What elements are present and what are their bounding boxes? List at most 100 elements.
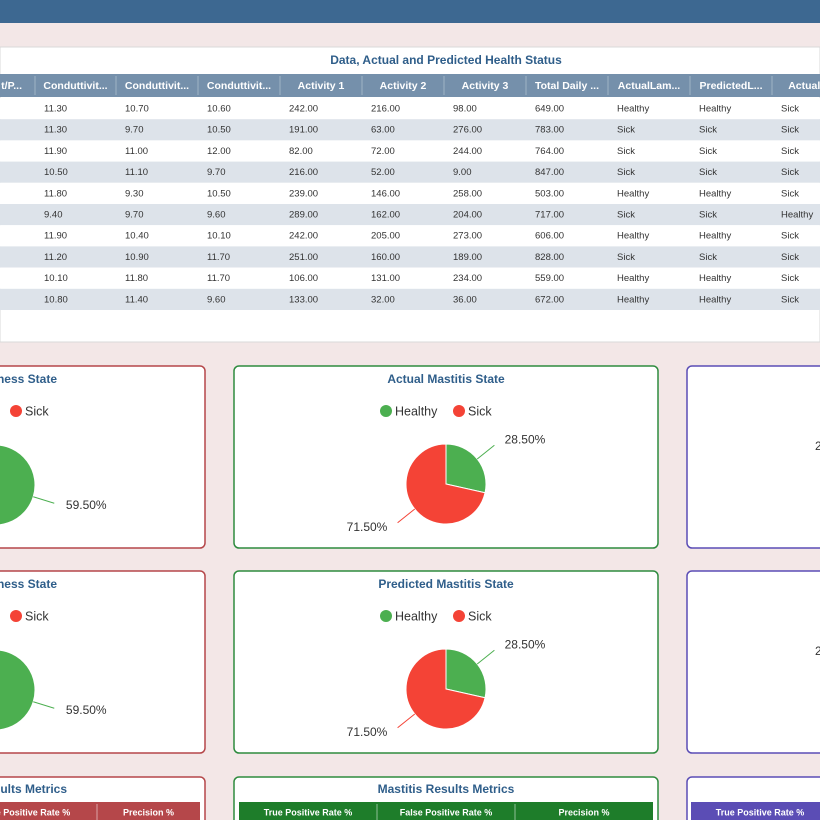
table-cell: 11.70 xyxy=(207,252,230,263)
metrics-header xyxy=(691,802,820,820)
table-cell: Sick xyxy=(617,167,635,178)
table-cell: 11.20 xyxy=(44,252,67,263)
pie-slice xyxy=(0,649,36,731)
table-cell: 52.00 xyxy=(371,167,395,178)
metrics-column-header: True Positive Rate % xyxy=(716,807,805,817)
panel-title: peness State xyxy=(0,577,57,591)
table-row xyxy=(0,288,820,310)
table-cell: 11.90 xyxy=(44,231,67,242)
table-cell: Healthy xyxy=(617,273,649,284)
table-cell: 162.00 xyxy=(371,210,400,221)
column-header: Conduttivit... xyxy=(125,80,189,92)
table-cell: 32.00 xyxy=(371,294,395,305)
table-cell: 9.60 xyxy=(207,294,226,305)
metrics-column-header: Precision % xyxy=(558,807,609,817)
table-cell: 764.00 xyxy=(535,146,564,157)
slice-label: 2 xyxy=(815,644,820,658)
table-cell: 160.00 xyxy=(371,252,400,263)
table-cell: Sick xyxy=(699,210,717,221)
chart-panel xyxy=(0,570,206,754)
table-cell: 10.10 xyxy=(44,273,68,284)
table-cell: Sick xyxy=(781,294,799,305)
table-cell: 258.00 xyxy=(453,188,482,199)
table-cell: 10.60 xyxy=(207,104,231,115)
table-cell: 11.00 xyxy=(125,146,148,157)
table-cell: Healthy xyxy=(699,231,731,242)
table-cell: 133.00 xyxy=(289,294,318,305)
table-cell: Healthy xyxy=(617,188,649,199)
table-cell: 242.00 xyxy=(289,231,318,242)
table-cell: Sick xyxy=(617,252,635,263)
column-header: Conduttivit... xyxy=(43,80,107,92)
legend-marker xyxy=(380,610,392,622)
table-cell: Healthy xyxy=(617,104,649,115)
table-row xyxy=(0,98,820,120)
table-cell: 191.00 xyxy=(289,125,318,136)
chart-panel xyxy=(686,570,820,754)
table-cell: 9.00 xyxy=(453,167,472,178)
legend-marker xyxy=(10,405,22,417)
panel-title: Actual Mastitis State xyxy=(387,372,505,386)
table-cell: 783.00 xyxy=(535,125,564,136)
table-cell: Sick xyxy=(781,125,799,136)
column-header: PredictedL... xyxy=(699,80,762,92)
chart-panel xyxy=(0,365,206,549)
table-cell: 847.00 xyxy=(535,167,564,178)
table-cell: Healthy xyxy=(699,188,731,199)
table-cell: 10.50 xyxy=(207,188,231,199)
table-cell: 10.80 xyxy=(44,294,68,305)
table-cell: 10.10 xyxy=(207,231,231,242)
table-cell: 10.50 xyxy=(44,167,68,178)
legend-marker xyxy=(453,405,465,417)
table-cell: Sick xyxy=(781,146,799,157)
leader-line xyxy=(476,444,495,460)
leader-line xyxy=(397,713,416,729)
slice-label: 71.50% xyxy=(347,520,388,534)
table-cell: 106.00 xyxy=(289,273,318,284)
table-cell: 98.00 xyxy=(453,104,477,115)
table-cell: 216.00 xyxy=(371,104,400,115)
slice-label: 71.50% xyxy=(347,725,388,739)
table-cell: 717.00 xyxy=(535,210,564,221)
table-cell: 36.00 xyxy=(453,294,477,305)
pie-slice xyxy=(405,648,486,730)
table-cell: 12.00 xyxy=(207,146,231,157)
table-cell: 234.00 xyxy=(453,273,482,284)
leader-line xyxy=(33,496,55,504)
table-cell: 63.00 xyxy=(371,125,395,136)
pie-slice xyxy=(405,443,486,525)
table-row xyxy=(0,246,820,268)
table-cell: Sick xyxy=(781,188,799,199)
table-cell: 606.00 xyxy=(535,231,564,242)
table-cell: 11.30 xyxy=(44,125,67,136)
table-cell: 9.70 xyxy=(207,167,226,178)
slice-label: 59.50% xyxy=(66,498,107,512)
table-cell: 189.00 xyxy=(453,252,482,263)
column-header: ActualLam... xyxy=(618,80,681,92)
slice-label: 28.50% xyxy=(505,432,546,446)
table-row xyxy=(0,182,820,204)
table-cell: 672.00 xyxy=(535,294,564,305)
table-cell: 11.90 xyxy=(44,146,67,157)
metrics-column-header: True Positive Rate % xyxy=(264,807,353,817)
table-cell: 276.00 xyxy=(453,125,482,136)
table-cell: 9.70 xyxy=(125,125,144,136)
table-cell: 216.00 xyxy=(289,167,318,178)
table-cell: Sick xyxy=(781,252,799,263)
metrics-column-header: False Positive Rate % xyxy=(400,807,493,817)
table-cell: 273.00 xyxy=(453,231,482,242)
table-cell: 559.00 xyxy=(535,273,564,284)
table-cell: Sick xyxy=(617,146,635,157)
table-cell: Sick xyxy=(699,167,717,178)
column-header: Total Daily ... xyxy=(535,80,599,92)
table-cell: 11.80 xyxy=(44,188,67,199)
table-cell: Sick xyxy=(781,273,799,284)
table-cell: 10.50 xyxy=(207,125,231,136)
table-cell: 11.80 xyxy=(125,273,148,284)
legend-marker xyxy=(453,610,465,622)
table-cell: 242.00 xyxy=(289,104,318,115)
table-cell: 146.00 xyxy=(371,188,400,199)
legend-label: Sick xyxy=(468,609,492,623)
table-cell: Sick xyxy=(781,231,799,242)
